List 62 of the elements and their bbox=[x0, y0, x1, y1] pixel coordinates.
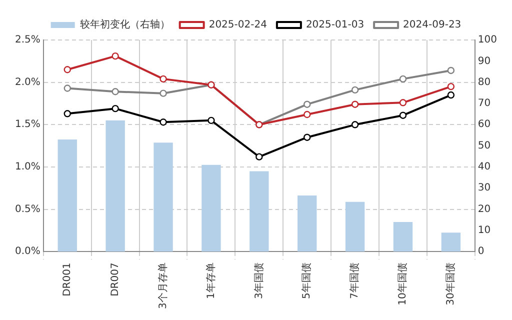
legend-label: 2025-01-03 bbox=[306, 20, 364, 31]
point bbox=[160, 75, 167, 83]
point bbox=[304, 100, 311, 108]
x-tick-label: DR007 bbox=[110, 262, 121, 296]
bar bbox=[298, 196, 317, 252]
x-tick-label: 1年存单 bbox=[204, 262, 217, 300]
point bbox=[447, 91, 455, 99]
bar bbox=[393, 222, 413, 252]
point bbox=[112, 52, 119, 60]
y2-tick-label: 40 bbox=[478, 162, 491, 173]
x-tick-label: 30年国债 bbox=[444, 262, 457, 306]
point bbox=[399, 112, 407, 119]
point bbox=[351, 121, 359, 128]
y-tick-label: 0.5% bbox=[15, 204, 40, 215]
point bbox=[304, 134, 311, 141]
y-tick-label: 1.0% bbox=[15, 162, 40, 173]
x-tick-label: 7年国债 bbox=[348, 262, 361, 300]
y2-tick-label: 30 bbox=[478, 182, 491, 194]
x-tick-label: 3个月存单 bbox=[156, 262, 169, 310]
bar bbox=[154, 142, 173, 252]
point bbox=[351, 100, 359, 108]
bar bbox=[106, 120, 125, 252]
y2-tick-label: 50 bbox=[478, 140, 491, 152]
point bbox=[160, 90, 167, 97]
y2-tick-label: 20 bbox=[478, 204, 491, 215]
point bbox=[399, 99, 407, 106]
point bbox=[64, 84, 71, 92]
bar bbox=[250, 171, 269, 252]
point bbox=[399, 75, 407, 83]
bar bbox=[345, 202, 365, 252]
y-tick-label: 0.0% bbox=[15, 246, 40, 258]
y2-tick-label: 10 bbox=[478, 225, 491, 236]
point bbox=[304, 110, 311, 118]
y2-tick-label: 70 bbox=[478, 98, 491, 110]
x-tick-label: 3年国债 bbox=[252, 262, 265, 300]
y2-tick-label: 100 bbox=[478, 34, 498, 46]
bar bbox=[441, 232, 461, 252]
point bbox=[112, 104, 119, 112]
y2-tick-label: 90 bbox=[478, 56, 491, 67]
y2-tick-label: 60 bbox=[478, 119, 491, 130]
point bbox=[351, 86, 359, 94]
x-tick-label: 10年国债 bbox=[396, 262, 409, 306]
legend-label: 2025-02-24 bbox=[208, 20, 267, 31]
bar bbox=[58, 139, 77, 252]
point bbox=[447, 82, 455, 90]
legend-label: 2024-09-23 bbox=[403, 20, 462, 31]
point bbox=[112, 88, 119, 96]
bar bbox=[202, 164, 221, 252]
point bbox=[64, 110, 71, 118]
y2-tick-label: 0 bbox=[478, 246, 484, 258]
y-tick-label: 1.5% bbox=[15, 119, 40, 130]
point bbox=[160, 118, 167, 126]
y-tick-label: 2.0% bbox=[15, 76, 40, 88]
y-tick-label: 2.5% bbox=[15, 34, 40, 46]
point bbox=[64, 66, 71, 74]
point bbox=[256, 153, 263, 160]
legend-label: 较年初变化（右轴） bbox=[80, 18, 170, 31]
point bbox=[208, 116, 215, 124]
point bbox=[447, 66, 455, 74]
x-tick-label: DR001 bbox=[62, 262, 73, 296]
x-tick-label: 5年国债 bbox=[300, 262, 313, 300]
y2-tick-label: 80 bbox=[478, 76, 491, 88]
